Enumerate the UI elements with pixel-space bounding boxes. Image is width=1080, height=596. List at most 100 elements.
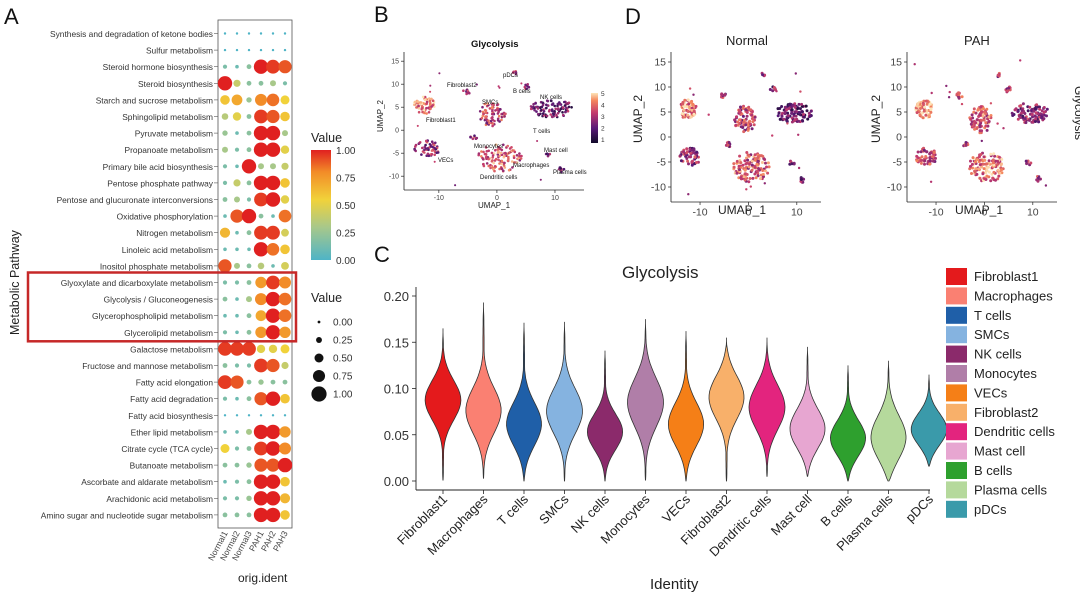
umap-point	[786, 122, 789, 125]
umap-point	[918, 113, 922, 117]
violin-dendritic-cells	[748, 337, 786, 477]
umap-point	[1040, 109, 1044, 113]
umap-point	[800, 119, 804, 122]
pathway-label: Pentose and glucuronate interconversions	[57, 195, 213, 205]
dot	[259, 32, 263, 35]
dot	[254, 192, 268, 207]
umap-point	[1034, 120, 1037, 123]
umap-point	[804, 104, 808, 108]
umap-point	[1038, 105, 1041, 109]
umap-point	[749, 122, 752, 126]
umap-point	[682, 105, 686, 109]
umap-point	[785, 120, 789, 123]
umap-point	[503, 161, 506, 165]
pathway-label: Steroid hormone biosynthesis	[103, 62, 213, 72]
umap-point	[527, 85, 530, 89]
umap-point	[960, 102, 964, 106]
umap-b-colorbar-tick: 5	[601, 91, 605, 98]
umap-point	[1002, 127, 1005, 130]
umap-point	[807, 111, 811, 115]
umap-point	[923, 162, 926, 166]
orig-ident-label: orig.ident	[238, 571, 288, 585]
umap-point	[992, 152, 996, 156]
dot	[253, 175, 269, 191]
umap-point	[970, 113, 974, 117]
umap-point	[797, 133, 800, 136]
umap-point	[494, 148, 497, 152]
dot	[282, 81, 288, 86]
umap-point	[732, 162, 736, 166]
umap-point	[415, 106, 418, 109]
umap-d-axes: -10 0 10 15 10 5 0 -5 -10 -10 0 10 15 10 5 0 -5 -10	[651, 52, 1057, 219]
highlight-box	[26, 271, 298, 343]
pathway-label: Sulfur metabolism	[146, 46, 213, 56]
umap-point	[482, 162, 485, 166]
pathway-label: Glycolysis / Gluconeogenesis	[104, 295, 213, 305]
umap-point	[548, 152, 552, 156]
size-legend-label: 0.50	[333, 354, 353, 365]
pathway-label: Steroid biosynthesis	[138, 79, 213, 89]
dot	[281, 262, 289, 270]
umap-point	[987, 115, 991, 119]
umap-point	[427, 148, 430, 152]
violin-monocytes	[627, 319, 664, 481]
legend-swatch	[946, 365, 967, 382]
umap-point	[1000, 162, 1003, 166]
umap-point	[981, 114, 985, 118]
umap-point	[922, 99, 926, 103]
pathway-label: Amino sugar and nucleotide sugar metabol…	[41, 510, 213, 520]
umap-point	[424, 143, 427, 147]
size-legend-dot	[316, 337, 322, 343]
umap-cluster-label: Plasma cells	[553, 170, 587, 176]
legend-label: Dendritic cells	[974, 424, 1055, 439]
umap-point	[482, 150, 485, 154]
umap-point	[761, 172, 765, 176]
umap-x-tick-label: 10	[1027, 207, 1039, 219]
violin-x-tick-label: VECs	[659, 491, 693, 525]
umap-point	[747, 127, 750, 131]
pathway-label: Pentose phosphate pathway	[107, 178, 214, 188]
dot	[254, 358, 268, 373]
dot	[222, 296, 228, 302]
dot	[222, 496, 228, 501]
umap-point	[737, 164, 741, 168]
umap-point	[503, 115, 506, 118]
umap-point	[497, 85, 500, 88]
umap-point	[1044, 184, 1048, 187]
violin-mast-cell	[789, 346, 826, 477]
dot	[234, 496, 240, 501]
umap-b-ylabel: UMAP_2	[376, 99, 385, 132]
umap-point	[423, 111, 426, 115]
umap-point	[915, 104, 919, 108]
umap-point	[996, 168, 1000, 172]
violin-macrophages	[465, 302, 502, 479]
umap-point	[519, 157, 523, 160]
umap-point	[416, 124, 419, 127]
dot	[246, 263, 252, 269]
umap-point	[1033, 114, 1037, 118]
dot	[266, 93, 280, 107]
umap-point	[500, 159, 504, 163]
umap-y-tick-label: -5	[393, 151, 399, 158]
umap-point	[1035, 178, 1039, 182]
pathway-label: Sphingolipid metabolism	[122, 112, 213, 122]
umap-y-tick-label: 10	[391, 82, 399, 89]
dot	[253, 424, 269, 440]
umap-point	[430, 140, 434, 143]
umap-y-tick-label: 10	[654, 82, 666, 94]
umap-point	[968, 167, 972, 171]
umap-point	[490, 160, 494, 163]
umap-point	[511, 149, 514, 152]
umap-point	[554, 107, 557, 111]
umap-point	[970, 120, 974, 124]
umap-point	[745, 111, 749, 114]
umap-point	[747, 180, 751, 184]
umap-point	[973, 127, 977, 131]
umap-point	[433, 146, 436, 150]
umap-point	[494, 143, 498, 146]
dot	[255, 310, 267, 322]
dot	[231, 94, 243, 106]
dot	[253, 142, 269, 157]
umap-y-tick-label: 5	[896, 107, 902, 119]
